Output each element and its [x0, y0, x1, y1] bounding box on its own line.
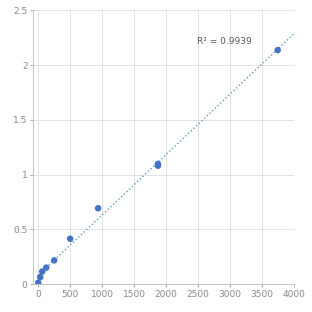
Text: R² = 0.9939: R² = 0.9939 [197, 37, 251, 46]
Point [155, 163, 160, 168]
Point [155, 161, 160, 166]
Point [52, 258, 57, 263]
Point [38, 275, 43, 280]
Point [275, 48, 280, 53]
Point [68, 236, 73, 241]
Point [95, 206, 100, 211]
Point [44, 265, 49, 270]
Point [40, 269, 45, 274]
Point [36, 280, 41, 285]
